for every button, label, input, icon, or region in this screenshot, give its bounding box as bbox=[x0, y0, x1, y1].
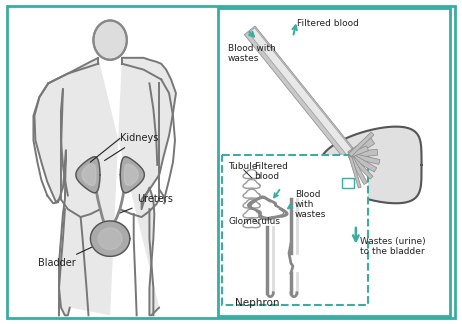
Polygon shape bbox=[249, 28, 355, 157]
Text: Kidneys: Kidneys bbox=[104, 133, 158, 160]
Bar bbox=[218, 8, 450, 316]
Text: Wastes (urine)
to the bladder: Wastes (urine) to the bladder bbox=[360, 237, 426, 256]
Polygon shape bbox=[35, 58, 176, 315]
Bar bbox=[222, 155, 368, 305]
Polygon shape bbox=[349, 153, 377, 172]
Polygon shape bbox=[76, 157, 100, 193]
Text: Tubule: Tubule bbox=[228, 162, 257, 171]
Bar bbox=[342, 178, 354, 188]
Text: Nephron: Nephron bbox=[235, 298, 280, 307]
Text: Filtered blood: Filtered blood bbox=[297, 18, 359, 28]
Text: Bladder: Bladder bbox=[38, 240, 108, 268]
Text: Blood with
wastes: Blood with wastes bbox=[228, 44, 276, 64]
Polygon shape bbox=[349, 155, 361, 210]
Polygon shape bbox=[349, 153, 380, 164]
Text: Filtered
blood: Filtered blood bbox=[255, 162, 288, 181]
Polygon shape bbox=[349, 146, 369, 157]
Polygon shape bbox=[348, 137, 375, 158]
Polygon shape bbox=[82, 164, 96, 185]
Polygon shape bbox=[124, 164, 138, 185]
Polygon shape bbox=[350, 149, 378, 158]
Polygon shape bbox=[91, 221, 130, 256]
Polygon shape bbox=[345, 155, 361, 210]
Polygon shape bbox=[319, 127, 421, 203]
Polygon shape bbox=[120, 157, 144, 193]
Polygon shape bbox=[348, 154, 367, 185]
Ellipse shape bbox=[93, 20, 127, 60]
Polygon shape bbox=[98, 228, 122, 249]
Text: Ureters: Ureters bbox=[120, 194, 172, 213]
Text: Blood
with
wastes: Blood with wastes bbox=[295, 190, 326, 219]
Polygon shape bbox=[244, 26, 355, 159]
Polygon shape bbox=[348, 154, 373, 179]
Ellipse shape bbox=[93, 20, 127, 60]
Polygon shape bbox=[348, 155, 361, 188]
Polygon shape bbox=[348, 132, 374, 156]
Text: Glomerulus: Glomerulus bbox=[228, 217, 280, 226]
